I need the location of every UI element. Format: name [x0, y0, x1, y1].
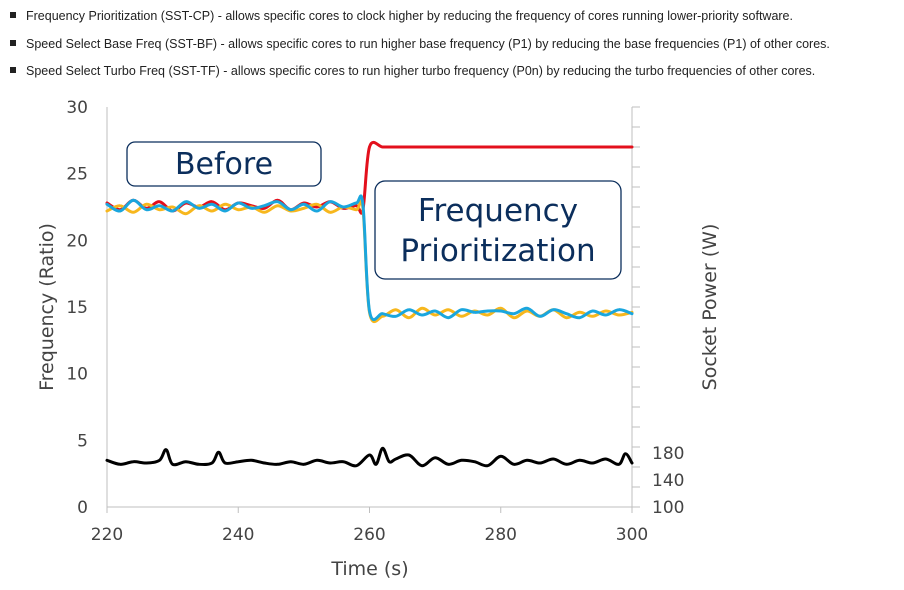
y-tick-label: 25 [66, 165, 88, 185]
prioritization-annotation-line: Prioritization [400, 233, 595, 269]
y2-axis-label: Socket Power (W) [699, 224, 721, 391]
x-tick-label: 260 [353, 525, 385, 545]
x-tick-label: 240 [222, 525, 254, 545]
prioritization-annotation-text: Frequency Prioritization [400, 193, 595, 269]
series-blue-line [105, 194, 634, 322]
bullet-text: Speed Select Base Freq (SST-BF) - allows… [26, 37, 830, 51]
y2-tick-label: 100 [652, 498, 684, 518]
bullet-text: Speed Select Turbo Freq (SST-TF) - allow… [26, 64, 816, 78]
x-tick-label: 220 [91, 525, 123, 545]
y2-tick-label: 140 [652, 471, 684, 491]
y-tick-label: 15 [66, 298, 88, 318]
chart-series [105, 140, 634, 468]
bullet-marker [10, 67, 16, 73]
series-power-line [105, 446, 634, 468]
chart-ticks: 220 240 260 280 300 0 5 10 15 20 25 30 100 140 180 [66, 98, 684, 545]
x-tick-label: 300 [616, 525, 648, 545]
prioritization-annotation-line: Frequency [418, 193, 578, 229]
x-tick-label: 280 [485, 525, 517, 545]
y-axis-label: Frequency (Ratio) [36, 223, 58, 391]
x-axis-label: Time (s) [330, 558, 408, 580]
y-tick-label: 10 [66, 365, 88, 385]
y-tick-label: 30 [66, 98, 88, 118]
y2-tick-label: 180 [652, 444, 684, 464]
y-tick-label: 20 [66, 231, 88, 251]
y-tick-label: 0 [77, 498, 88, 518]
bullet-text: Frequency Prioritization (SST-CP) - allo… [26, 9, 793, 23]
before-annotation-box [126, 141, 322, 187]
before-annotation-text: Before [175, 147, 273, 182]
bullet-marker [10, 40, 16, 46]
prioritization-annotation-box [374, 180, 622, 280]
bullet-marker [10, 12, 16, 18]
y-tick-label: 5 [77, 431, 88, 451]
